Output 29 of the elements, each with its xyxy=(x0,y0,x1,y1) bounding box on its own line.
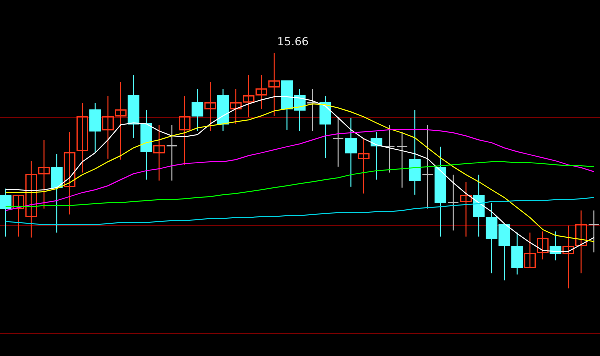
candlestick xyxy=(550,231,562,262)
candlestick xyxy=(358,138,370,194)
candlestick xyxy=(422,124,434,210)
candlestick xyxy=(76,102,88,174)
candlestick xyxy=(204,82,216,132)
candlestick xyxy=(320,96,332,158)
candlestick xyxy=(90,102,102,154)
candlestick xyxy=(153,124,166,182)
candlestick xyxy=(448,174,460,232)
candlestick xyxy=(345,117,357,188)
candlestick xyxy=(537,231,549,260)
candlestick xyxy=(115,82,127,160)
candlestick xyxy=(0,188,12,238)
candlestick xyxy=(306,88,319,132)
candlestick xyxy=(460,182,472,238)
candlestick xyxy=(409,110,421,196)
candlestick xyxy=(268,52,280,117)
text: 15.66 xyxy=(277,35,309,48)
candlestick xyxy=(64,132,76,216)
candlestick xyxy=(38,140,50,210)
candlestick xyxy=(102,96,114,160)
candlestick xyxy=(192,88,204,132)
candlestick xyxy=(51,153,63,234)
candlestick xyxy=(588,210,600,254)
candlestick xyxy=(524,232,536,268)
candlestick xyxy=(332,116,344,168)
candlestick xyxy=(396,132,408,188)
candlestick xyxy=(166,124,178,182)
candlestick xyxy=(179,96,191,166)
